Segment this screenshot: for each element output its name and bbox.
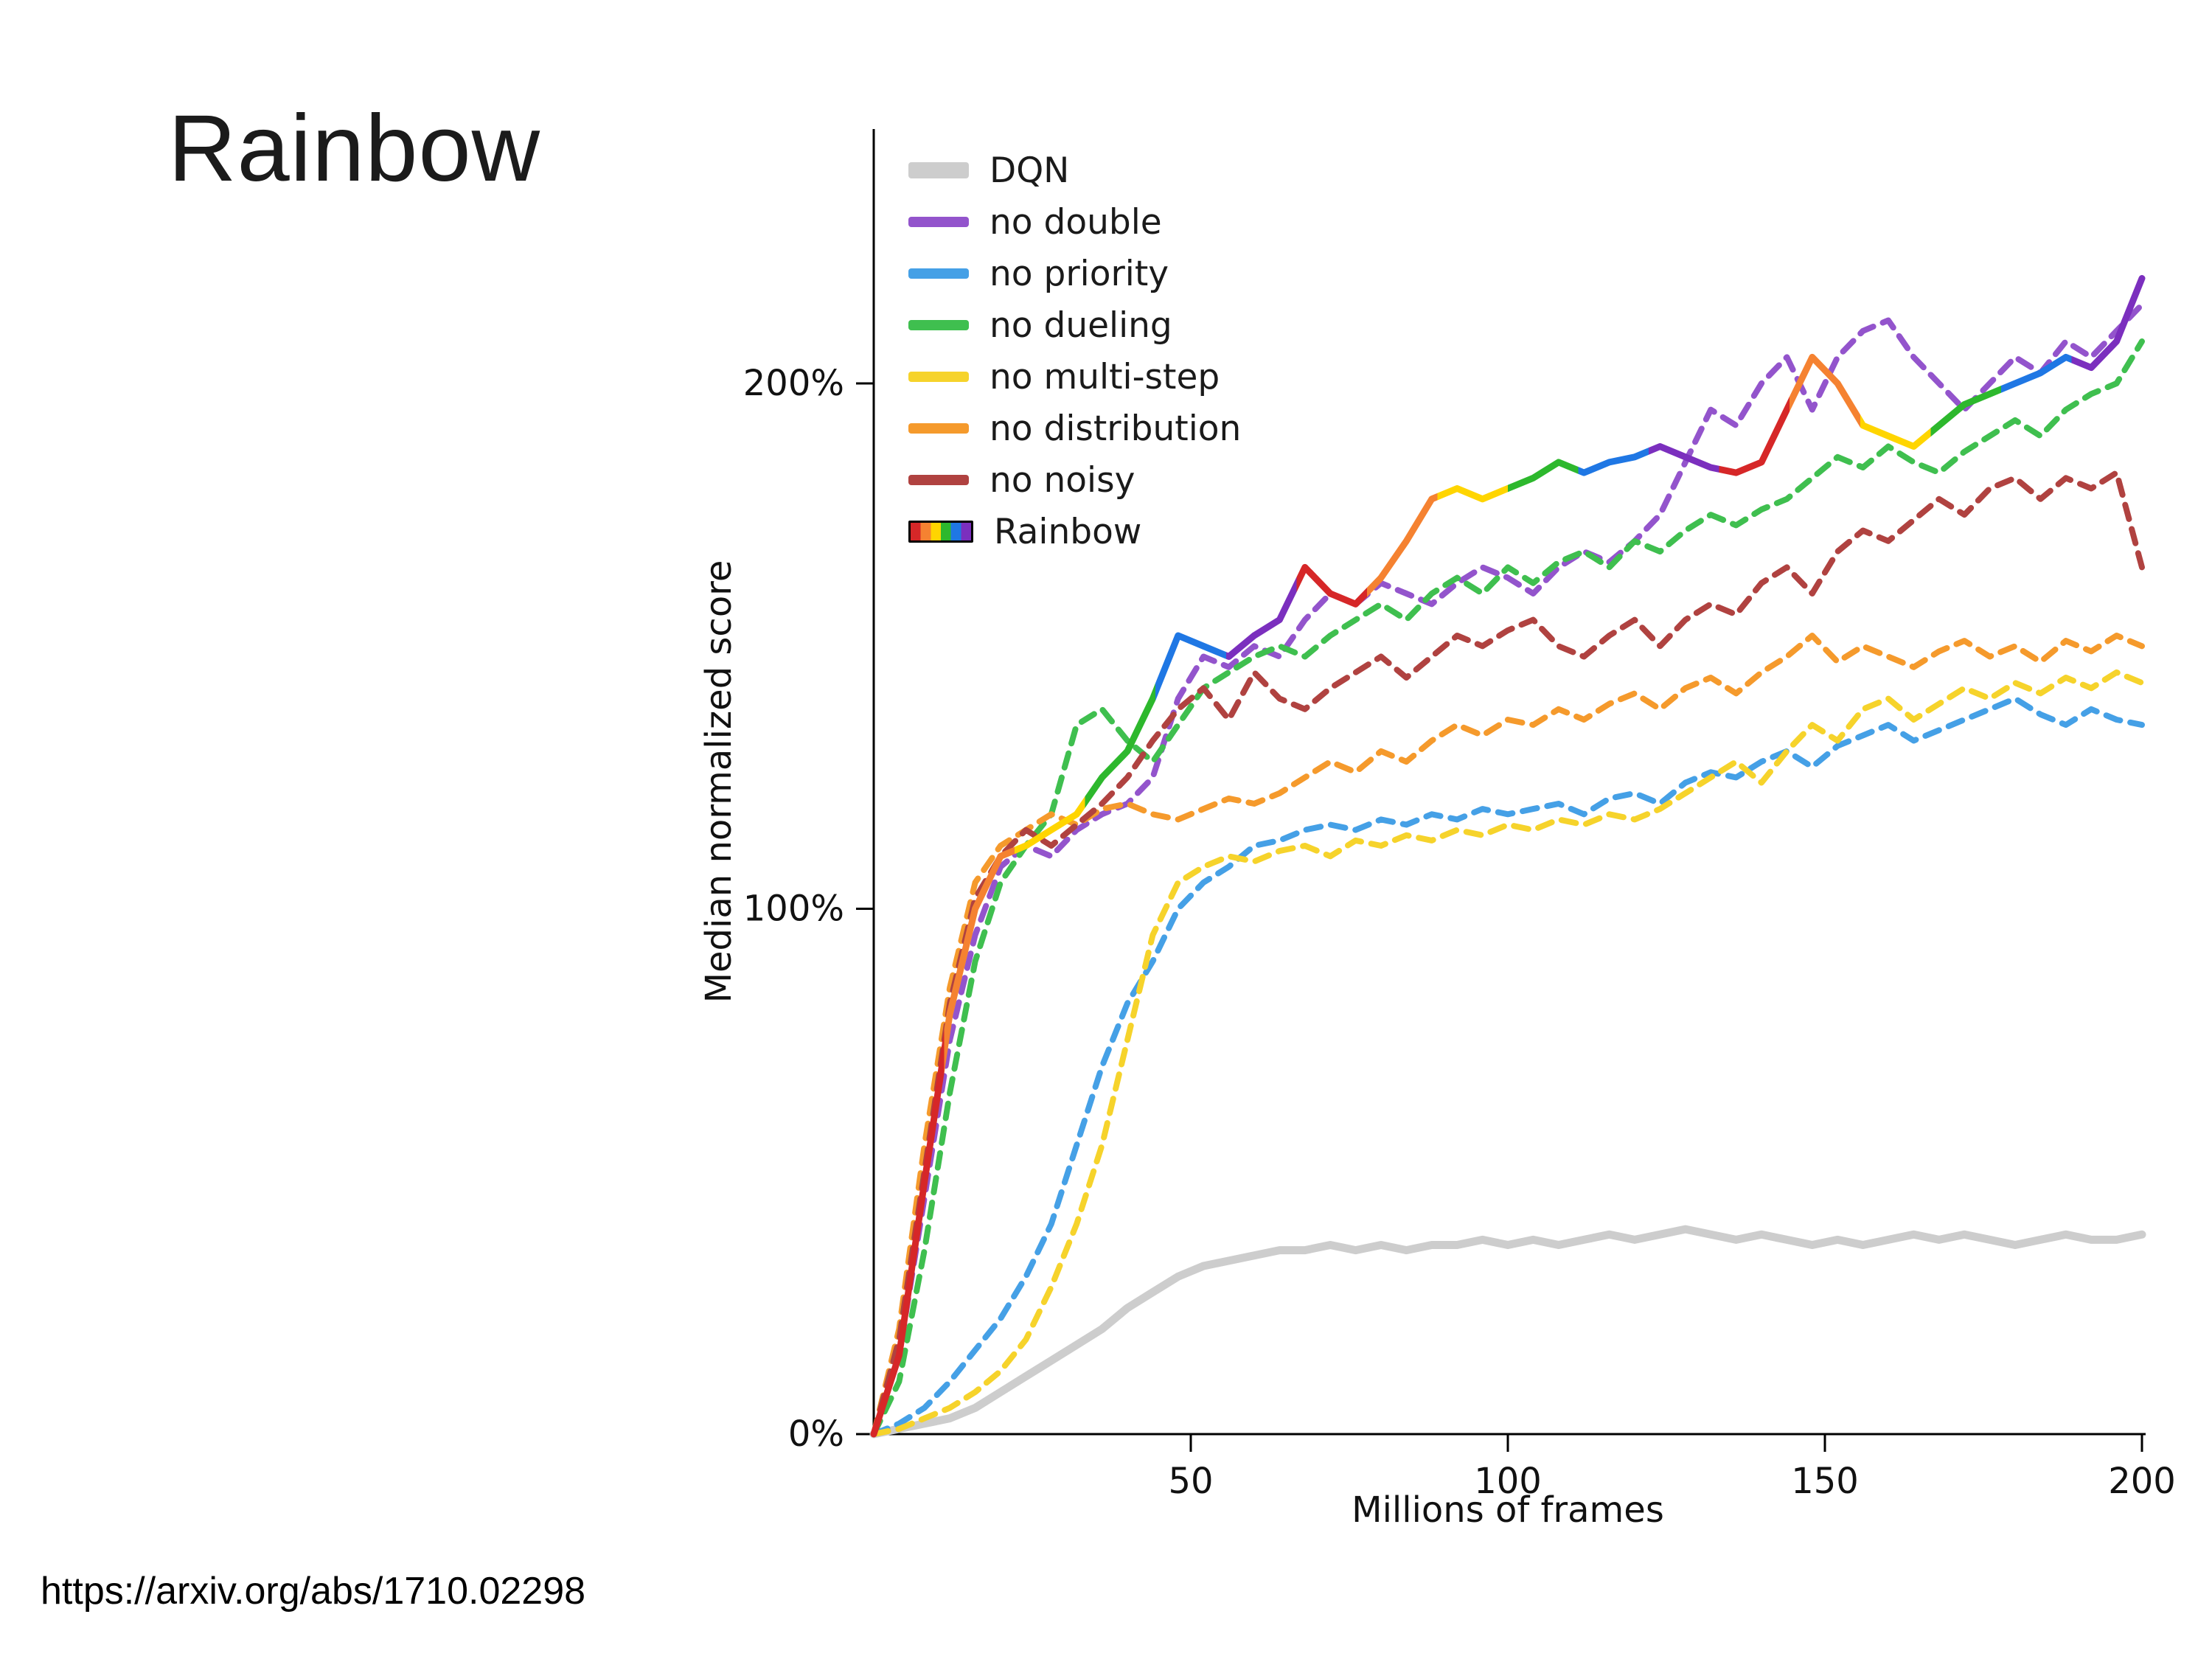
x-axis-label: Millions of frames — [1352, 1489, 1664, 1531]
legend-swatch-icon — [908, 162, 969, 178]
chart-legend: DQN no double no priority no dueling no mult… — [908, 145, 1241, 557]
source-link[interactable]: https://arxiv.org/abs/1710.02298 — [41, 1570, 586, 1613]
y-tick-label: 200% — [743, 363, 844, 404]
legend-swatch-icon — [908, 475, 969, 485]
legend-label: no dueling — [990, 305, 1172, 346]
legend-item: Rainbow — [908, 506, 1241, 557]
legend-label: no double — [990, 201, 1162, 243]
legend-swatch-icon — [908, 521, 973, 543]
y-tick-label: 0% — [788, 1413, 844, 1455]
series-line-no-priority — [871, 695, 2145, 1437]
x-tick-label: 200 — [2108, 1461, 2176, 1502]
legend-item: no dueling — [908, 299, 1241, 351]
series-line-no-dueling — [871, 338, 2145, 1437]
series-line-no-double — [871, 302, 2145, 1437]
legend-item: no multi-step — [908, 351, 1241, 403]
series-line-no-noisy — [871, 470, 2145, 1437]
series-line-rainbow — [870, 275, 2146, 1438]
legend-swatch-icon — [908, 268, 969, 279]
legend-item: no double — [908, 196, 1241, 248]
y-axis-label: Median normalized score — [698, 560, 740, 1004]
legend-swatch-icon — [908, 423, 969, 434]
legend-label: DQN — [990, 150, 1070, 191]
legend-item: no noisy — [908, 454, 1241, 506]
legend-swatch-icon — [908, 320, 969, 330]
series-line-dqn — [869, 1225, 2146, 1439]
legend-swatch-icon — [908, 217, 969, 227]
legend-item: DQN — [908, 145, 1241, 196]
x-tick-label: 50 — [1168, 1461, 1213, 1502]
legend-item: no priority — [908, 248, 1241, 299]
legend-label: Rainbow — [994, 511, 1142, 552]
series-line-no-multi-step — [871, 669, 2145, 1437]
series-line-no-distribution — [871, 633, 2145, 1437]
legend-label: no priority — [990, 253, 1169, 294]
x-tick-label: 100 — [1474, 1461, 1542, 1502]
legend-item: no distribution — [908, 403, 1241, 454]
legend-swatch-icon — [908, 372, 969, 382]
y-tick-label: 100% — [743, 888, 844, 930]
legend-label: no noisy — [990, 459, 1135, 501]
legend-label: no distribution — [990, 408, 1242, 449]
slide-title: Rainbow — [168, 96, 541, 201]
legend-label: no multi-step — [990, 356, 1220, 397]
x-tick-label: 150 — [1791, 1461, 1859, 1502]
